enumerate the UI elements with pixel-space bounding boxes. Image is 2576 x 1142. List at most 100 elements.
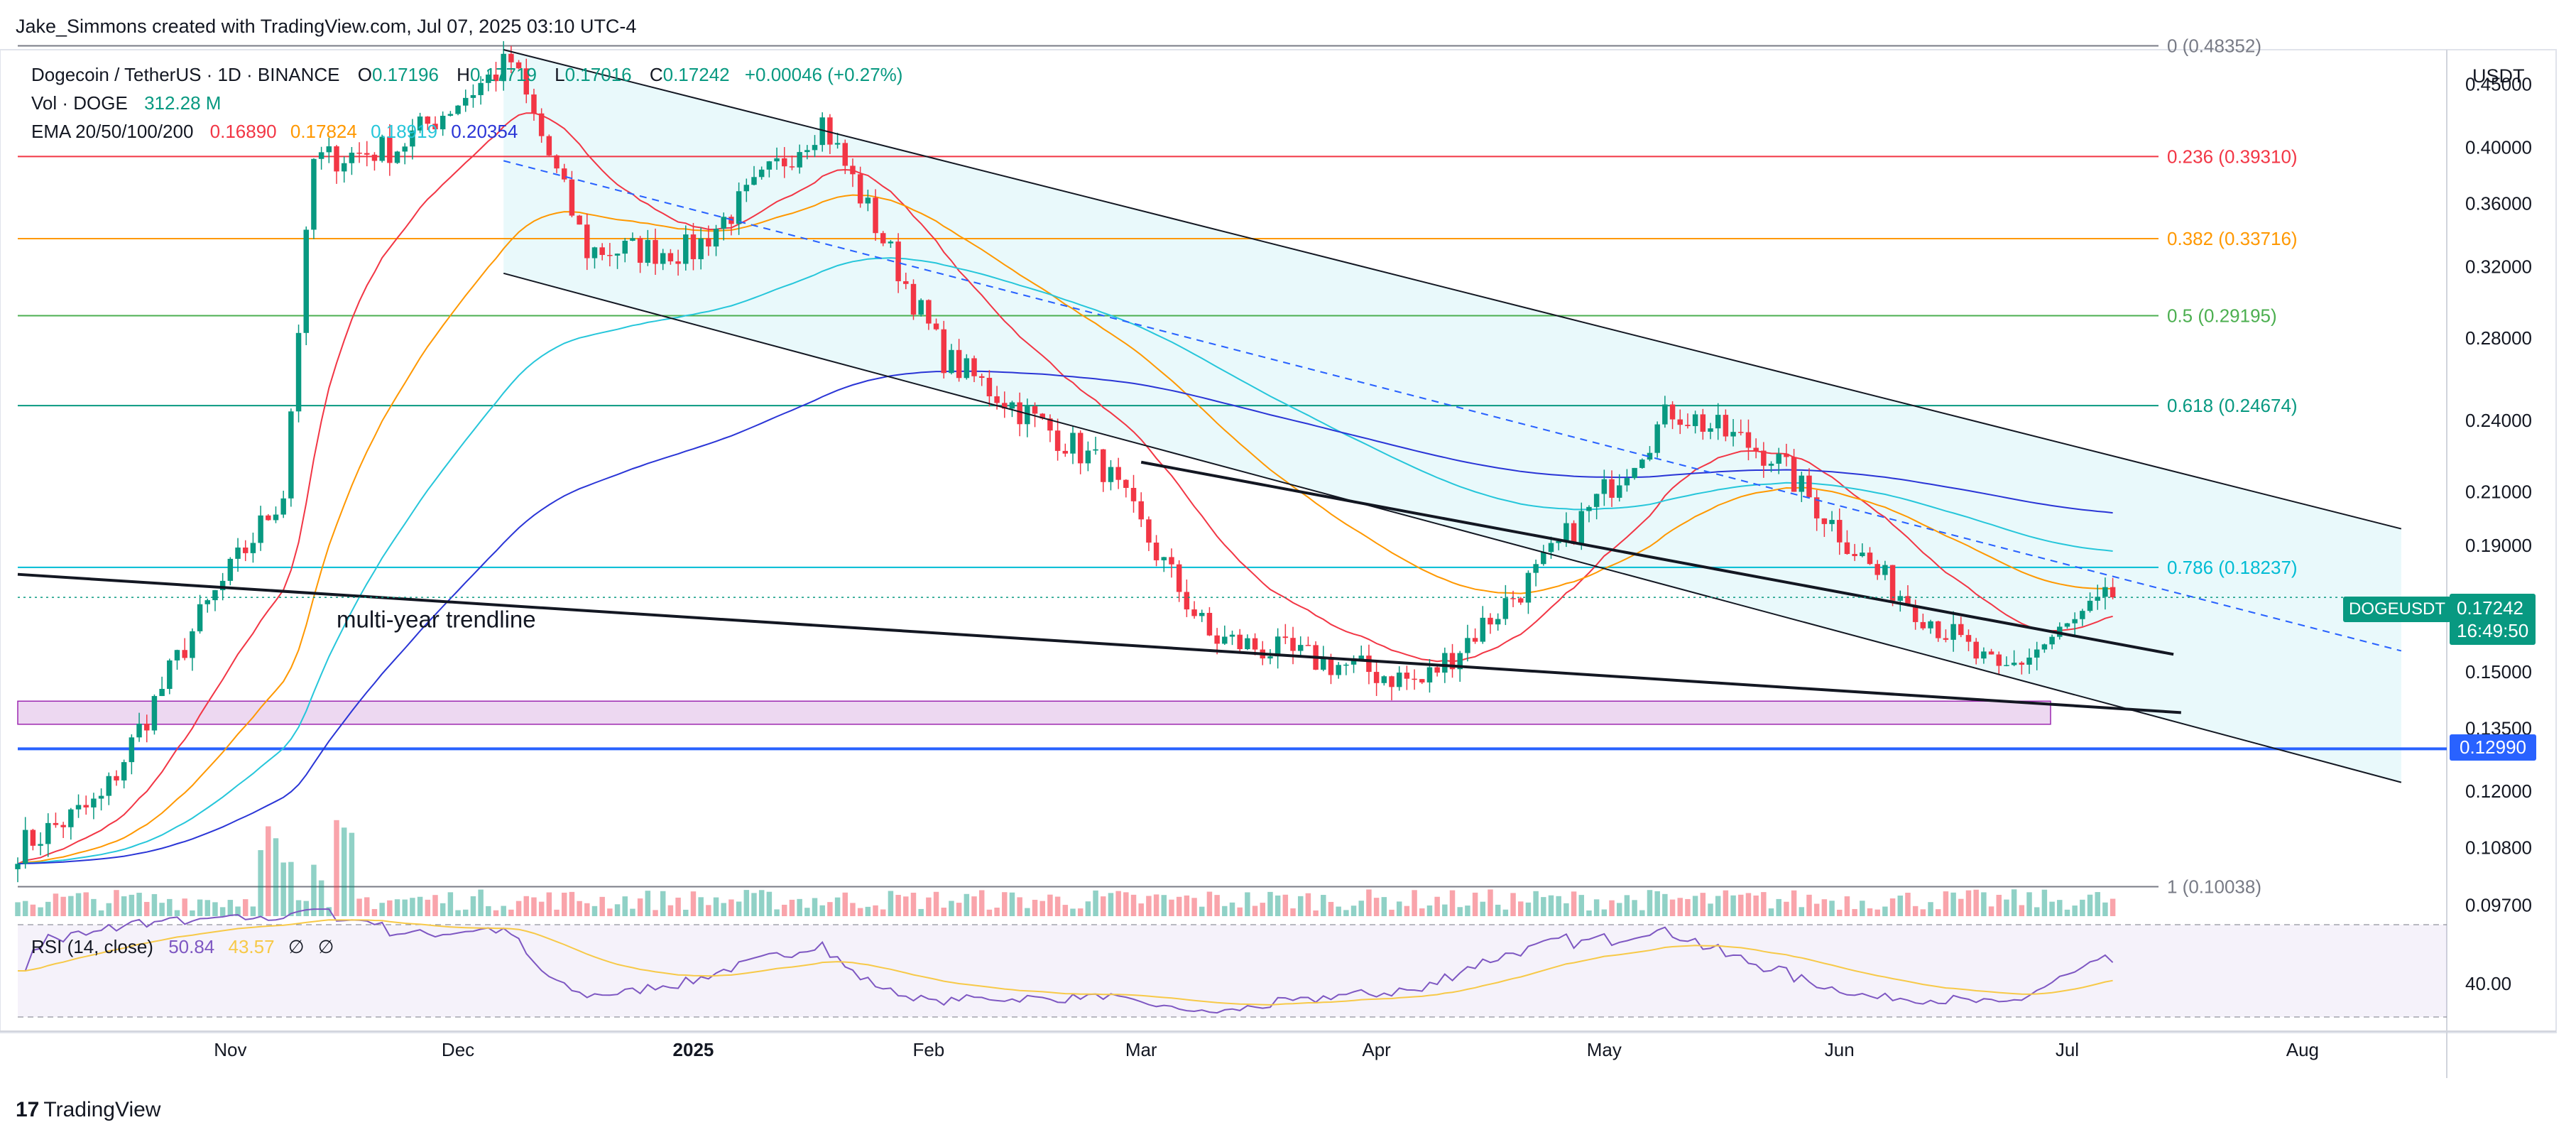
- volume-bar: [1753, 895, 1759, 916]
- volume-bar: [2110, 898, 2116, 916]
- volume-bar: [834, 897, 841, 916]
- volume-bar: [1412, 890, 1417, 916]
- volume-legend[interactable]: Vol · DOGE 312.28 M: [31, 92, 221, 114]
- volume-bar: [577, 901, 582, 916]
- credit-text: Jake_Simmons created with TradingView.co…: [16, 16, 637, 37]
- volume-bar: [2041, 889, 2048, 916]
- current-price-tag[interactable]: 0.17242 16:49:50: [2450, 594, 2536, 645]
- volume-bar: [774, 909, 780, 916]
- volume-bar: [68, 896, 74, 916]
- candle-body: [1738, 432, 1744, 433]
- candle-body: [455, 105, 461, 114]
- footer-brand[interactable]: 17 TradingView: [16, 1098, 160, 1122]
- candle-body: [53, 822, 59, 825]
- volume-bar: [1632, 900, 1637, 916]
- ema-legend[interactable]: EMA 20/50/100/200 0.16890 0.17824 0.1891…: [31, 121, 518, 143]
- volume-bar: [1639, 910, 1645, 916]
- volume-bar: [1837, 909, 1843, 916]
- price-tick: 0.09700: [2465, 894, 2532, 915]
- candle-body: [1002, 403, 1008, 409]
- symbol-legend[interactable]: Dogecoin / TetherUS · 1D · BINANCE O0.17…: [31, 64, 902, 86]
- volume-bar: [394, 899, 400, 916]
- support-price-tag[interactable]: 0.12990: [2450, 734, 2536, 761]
- candle-body: [1677, 419, 1683, 425]
- volume-bar: [1525, 902, 1532, 916]
- candle-body: [1837, 520, 1843, 543]
- candle-body: [698, 238, 704, 259]
- volume-bar: [493, 910, 499, 916]
- candle-body: [1889, 565, 1896, 601]
- volume-bar: [2049, 901, 2055, 916]
- candle-body: [690, 234, 697, 259]
- candle-body: [1988, 651, 1994, 655]
- volume-bar: [1343, 910, 1349, 916]
- time-label: Mar: [1125, 1039, 1157, 1060]
- candle-body: [1723, 415, 1729, 437]
- volume-bar: [1571, 891, 1577, 916]
- volume-bar: [1928, 902, 1933, 916]
- candle-body: [364, 153, 370, 155]
- volume-bar: [1297, 896, 1304, 916]
- volume-bar: [653, 910, 658, 916]
- time-label: Aug: [2286, 1039, 2319, 1060]
- price-tick: 0.15000: [2465, 661, 2532, 683]
- candle-body: [417, 116, 423, 131]
- candle-body: [577, 215, 582, 225]
- candle-body: [675, 261, 681, 264]
- volume-bar: [903, 896, 909, 916]
- volume-bar: [933, 891, 939, 916]
- candle-body: [1101, 449, 1106, 482]
- volume-bar: [1358, 901, 1364, 916]
- candle-body: [1639, 459, 1645, 468]
- volume-bar: [895, 895, 901, 916]
- volume-bar: [1784, 901, 1789, 916]
- candle-body: [1950, 624, 1956, 640]
- volume-bar: [591, 906, 598, 916]
- candle-body: [432, 124, 438, 130]
- volume-bar: [1791, 890, 1797, 916]
- candle-body: [478, 82, 484, 95]
- volume-bar: [538, 901, 545, 916]
- candle-body: [1328, 657, 1334, 675]
- volume-bar: [417, 896, 423, 916]
- candle-body: [1130, 488, 1137, 501]
- candle-body: [1541, 552, 1546, 565]
- symbol-name[interactable]: Dogecoin / TetherUS · 1D · BINANCE: [31, 64, 340, 85]
- volume-bar: [2011, 889, 2017, 916]
- candles: [15, 40, 2116, 883]
- volume-bar: [288, 861, 294, 916]
- candle-body: [971, 358, 977, 376]
- candle-body: [318, 152, 324, 159]
- volume-bar: [501, 906, 506, 916]
- candle-body: [1844, 542, 1850, 554]
- volume-bar: [1047, 894, 1053, 916]
- current-symbol-tag[interactable]: DOGEUSDT: [2343, 597, 2452, 622]
- candle-body: [1669, 404, 1676, 420]
- candle-body: [1472, 638, 1478, 642]
- candle-body: [1237, 634, 1243, 650]
- candle-body: [1009, 402, 1015, 409]
- candle-body: [1920, 621, 1926, 629]
- candle-body: [637, 238, 643, 263]
- candle-body: [1525, 572, 1532, 603]
- currency-label[interactable]: USDT: [2472, 65, 2525, 87]
- candle-body: [1654, 424, 1660, 453]
- candle-body: [1799, 475, 1805, 492]
- ema-label: EMA 20/50/100/200: [31, 121, 194, 142]
- volume-bar: [2057, 900, 2063, 916]
- fib-label-0.236: 0.236 (0.39310): [2167, 146, 2298, 167]
- rsi-legend[interactable]: RSI (14, close) 50.84 43.57 ∅ ∅: [31, 936, 334, 958]
- candle-body: [129, 737, 135, 763]
- candle-body: [197, 604, 203, 631]
- price-tick: 0.36000: [2465, 193, 2532, 214]
- candle-body: [706, 238, 711, 247]
- volume-bar: [1404, 906, 1410, 916]
- volume-bar: [1586, 910, 1592, 916]
- candle-body: [1745, 432, 1752, 448]
- rsi-value: 50.84: [168, 936, 215, 957]
- volume-bar: [326, 907, 332, 916]
- volume-bar: [1336, 906, 1341, 916]
- volume-bar: [356, 898, 362, 916]
- volume-bar: [1070, 908, 1076, 916]
